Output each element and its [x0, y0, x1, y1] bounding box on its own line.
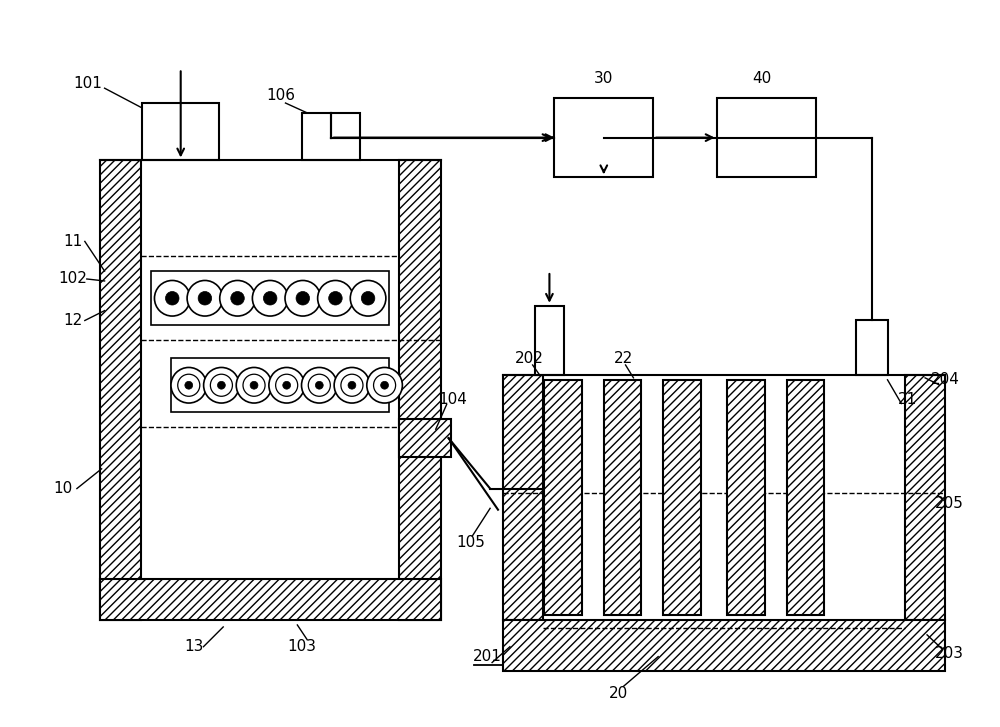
Circle shape: [178, 374, 200, 396]
Circle shape: [217, 382, 225, 389]
Circle shape: [243, 374, 265, 396]
Text: 11: 11: [63, 234, 83, 249]
Text: 204: 204: [930, 372, 959, 387]
Text: 22: 22: [614, 350, 633, 366]
Circle shape: [231, 292, 244, 305]
Bar: [543, 375, 905, 620]
Text: 12: 12: [63, 313, 83, 328]
Bar: [727, 379, 765, 615]
Circle shape: [250, 382, 258, 389]
Bar: [503, 375, 543, 620]
Bar: [171, 358, 389, 412]
Circle shape: [276, 374, 298, 396]
Bar: [503, 620, 945, 672]
Circle shape: [283, 382, 291, 389]
Circle shape: [269, 367, 304, 403]
Circle shape: [204, 367, 239, 403]
Text: 202: 202: [515, 350, 544, 366]
Circle shape: [361, 292, 375, 305]
Bar: [151, 271, 389, 326]
Text: 103: 103: [288, 639, 317, 654]
Text: 205: 205: [935, 496, 964, 511]
Bar: [663, 379, 701, 615]
Circle shape: [236, 367, 272, 403]
Circle shape: [252, 281, 288, 316]
Bar: [717, 98, 816, 177]
Bar: [399, 419, 451, 457]
Circle shape: [381, 382, 388, 389]
Text: 30: 30: [594, 71, 613, 86]
Bar: [604, 379, 641, 615]
Text: 40: 40: [752, 71, 772, 86]
Circle shape: [220, 281, 255, 316]
Circle shape: [187, 281, 223, 316]
Circle shape: [165, 292, 179, 305]
Bar: [535, 305, 564, 375]
Circle shape: [263, 292, 277, 305]
Circle shape: [210, 374, 232, 396]
Circle shape: [341, 374, 363, 396]
Bar: [100, 161, 141, 620]
Bar: [142, 103, 219, 161]
Circle shape: [154, 281, 190, 316]
Circle shape: [315, 382, 323, 389]
Bar: [787, 379, 824, 615]
Circle shape: [334, 367, 370, 403]
Circle shape: [185, 382, 193, 389]
Text: 101: 101: [73, 76, 102, 91]
Bar: [544, 379, 582, 615]
Circle shape: [348, 382, 356, 389]
Text: 102: 102: [59, 271, 87, 286]
Text: 203: 203: [935, 646, 964, 661]
Circle shape: [296, 292, 310, 305]
Text: 104: 104: [438, 392, 467, 407]
Bar: [100, 579, 441, 620]
Circle shape: [285, 281, 321, 316]
Bar: [905, 375, 945, 620]
Text: 10: 10: [53, 481, 73, 496]
Text: 106: 106: [266, 88, 295, 103]
Text: 13: 13: [184, 639, 203, 654]
Bar: [856, 321, 888, 375]
Circle shape: [318, 281, 353, 316]
Bar: [302, 113, 360, 161]
Circle shape: [302, 367, 337, 403]
Bar: [141, 161, 399, 579]
Circle shape: [171, 367, 207, 403]
Circle shape: [374, 374, 396, 396]
Circle shape: [329, 292, 342, 305]
Circle shape: [367, 367, 402, 403]
Circle shape: [308, 374, 330, 396]
Circle shape: [198, 292, 212, 305]
Circle shape: [350, 281, 386, 316]
Text: 105: 105: [456, 535, 485, 550]
Bar: [399, 161, 441, 620]
Text: 20: 20: [609, 686, 628, 701]
Text: 21: 21: [898, 392, 917, 407]
Bar: [554, 98, 653, 177]
Text: 201: 201: [473, 649, 502, 664]
